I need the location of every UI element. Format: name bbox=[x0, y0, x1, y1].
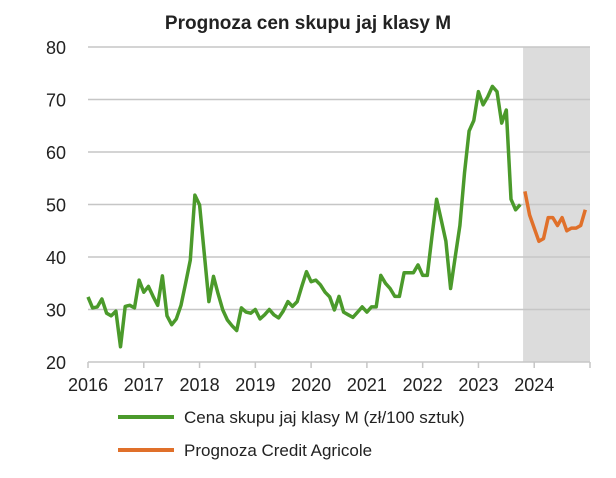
chart-title: Prognoza cen skupu jaj klasy M bbox=[165, 13, 451, 34]
y-tick-label: 70 bbox=[46, 91, 66, 111]
y-tick-label: 20 bbox=[46, 353, 66, 373]
x-tick-label: 2022 bbox=[403, 375, 443, 395]
y-tick-label: 50 bbox=[46, 196, 66, 216]
y-tick-label: 40 bbox=[46, 248, 66, 268]
x-tick-label: 2024 bbox=[514, 375, 554, 395]
x-tick-label: 2017 bbox=[124, 375, 164, 395]
legend: Cena skupu jaj klasy M (zł/100 sztuk) Pr… bbox=[118, 408, 465, 460]
x-tick-label: 2021 bbox=[347, 375, 387, 395]
legend-label-forecast: Prognoza Credit Agricole bbox=[184, 441, 372, 460]
x-tick-label: 2018 bbox=[180, 375, 220, 395]
series-line-forecast bbox=[523, 191, 587, 244]
x-tick-label: 2016 bbox=[68, 375, 108, 395]
y-tick-label: 30 bbox=[46, 301, 66, 321]
series-line-actual bbox=[86, 84, 522, 349]
y-tick-label: 60 bbox=[46, 143, 66, 163]
x-tick-label: 2023 bbox=[458, 375, 498, 395]
x-tick-label: 2020 bbox=[291, 375, 331, 395]
y-tick-label: 80 bbox=[46, 38, 66, 58]
x-tick-label: 2019 bbox=[235, 375, 275, 395]
legend-label-actual: Cena skupu jaj klasy M (zł/100 sztuk) bbox=[184, 408, 465, 427]
